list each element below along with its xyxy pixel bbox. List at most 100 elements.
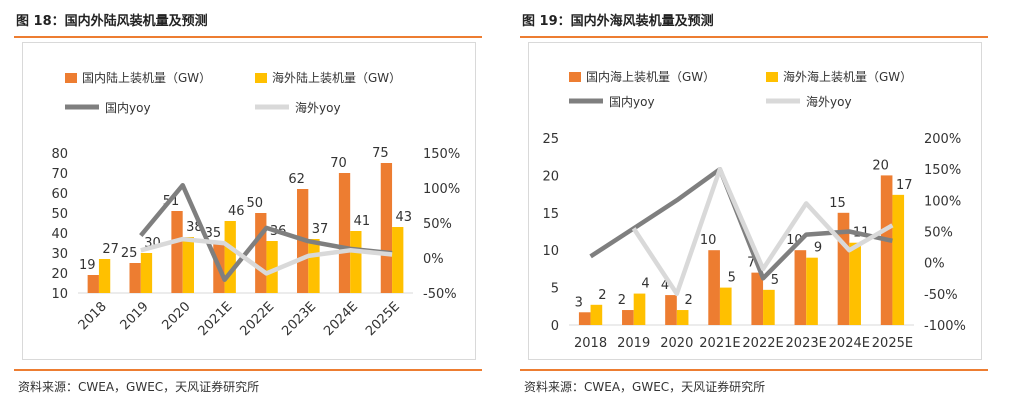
bar-data-label: 19 — [79, 258, 96, 273]
y-tick-label: 40 — [51, 227, 68, 242]
bar — [806, 257, 818, 325]
chart-panel-offshore: 图 19：国内外海风装机量及预测 国内海上装机量（GW） 海外海上装机量（GW） 国… — [520, 0, 990, 405]
x-tick-label: 2025E — [872, 336, 913, 351]
y-tick-label: 25 — [542, 132, 559, 147]
bar — [129, 263, 141, 293]
bar — [266, 241, 278, 293]
bar — [140, 253, 153, 293]
x-tick-label: 2022E — [742, 336, 783, 351]
bar — [338, 173, 351, 293]
y-tick-label: 0 — [551, 319, 559, 334]
legend-label: 海外陆上装机量（GW） — [272, 70, 401, 85]
bar — [676, 310, 689, 325]
y2-tick-label: 0% — [924, 257, 945, 272]
figure-title: 图 19：国内外海风装机量及预测 — [522, 14, 714, 29]
bar-data-label: 15 — [829, 196, 846, 211]
bar — [794, 250, 807, 325]
legend-label: 国内海上装机量（GW） — [586, 69, 715, 84]
source-note: 资料来源：CWEA，GWEC，天风证券研究所 — [524, 380, 766, 394]
y2-tick-label: 100% — [423, 182, 460, 197]
bar — [350, 231, 362, 293]
bar-data-label: 27 — [102, 242, 119, 257]
legend-label: 海外海上装机量（GW） — [783, 69, 912, 84]
legend-label: 国内yoy — [105, 101, 151, 115]
source-divider — [14, 369, 482, 371]
x-tick-label: 2019 — [118, 299, 152, 333]
legend-label: 海外yoy — [806, 94, 852, 109]
legend-label: 国内陆上装机量（GW） — [82, 70, 211, 85]
bar — [392, 227, 404, 293]
onshore-chart: 国内陆上装机量（GW） 海外陆上装机量（GW） 国内yoy 海外yoy 10 20 30 40… — [51, 70, 460, 339]
x-tick-label: 2018 — [76, 299, 110, 333]
bar-data-label: 4 — [641, 277, 649, 292]
chart-frame: 国内陆上装机量（GW） 海外陆上装机量（GW） 国内yoy 海外yoy 10 20 30 40… — [22, 42, 476, 360]
legend-swatch-bar — [255, 73, 267, 83]
bar — [837, 212, 850, 325]
bar — [87, 275, 99, 293]
y-tick-label: 5 — [551, 282, 559, 297]
x-tick-label: 2023E — [786, 336, 827, 351]
bar-data-label: 20 — [872, 158, 889, 173]
bar-data-label: 17 — [896, 178, 913, 193]
y-tick-label: 20 — [51, 267, 68, 282]
bar — [308, 239, 320, 293]
y-tick-label: 15 — [542, 207, 559, 222]
y2-tick-label: 150% — [423, 147, 460, 162]
title-divider — [520, 36, 988, 38]
legend-swatch-bar — [65, 73, 77, 83]
bar — [849, 242, 861, 325]
legend-label: 国内yoy — [609, 95, 655, 109]
x-tick-label: 2024E — [321, 299, 361, 339]
bar-data-label: 50 — [247, 196, 264, 211]
bar — [719, 287, 732, 325]
bar — [763, 289, 775, 325]
bar — [255, 213, 267, 293]
x-tick-label: 2018 — [574, 336, 607, 351]
x-tick-label: 2020 — [660, 336, 693, 351]
bar-data-label: 43 — [395, 210, 412, 225]
bar-data-label: 41 — [354, 214, 371, 229]
bar-data-label: 5 — [728, 271, 736, 286]
bar-data-label: 2 — [618, 293, 626, 308]
bar — [892, 194, 905, 325]
y2-tick-label: 0% — [423, 252, 444, 267]
bar — [708, 250, 720, 325]
legend-label: 海外yoy — [295, 100, 341, 115]
y2-tick-label: 50% — [423, 217, 452, 232]
bar-data-label: 70 — [330, 156, 347, 171]
bar — [622, 310, 634, 325]
chart-frame: 国内海上装机量（GW） 海外海上装机量（GW） 国内yoy 海外yoy 0 5 10 15 20… — [528, 42, 982, 360]
series-line — [631, 166, 894, 297]
bar — [751, 272, 764, 325]
bar — [590, 304, 603, 325]
y2-tick-label: 150% — [924, 163, 961, 178]
bar — [171, 211, 183, 293]
offshore-chart: 国内海上装机量（GW） 海外海上装机量（GW）国内yoy 海外yoy05101520… — [542, 69, 965, 351]
x-tick-label: 2023E — [279, 299, 319, 339]
bar-data-label: 10 — [700, 233, 717, 248]
bar-data-label: 46 — [228, 204, 245, 219]
bar — [98, 259, 111, 293]
legend-swatch-bar — [569, 72, 581, 82]
x-tick-label: 2021E — [699, 336, 740, 351]
y-tick-label: 60 — [51, 187, 68, 202]
bar — [633, 293, 646, 325]
y-tick-label: 20 — [542, 169, 559, 184]
x-tick-label: 2022E — [237, 299, 277, 339]
bar-data-label: 25 — [121, 246, 138, 261]
bar-data-label: 75 — [372, 146, 389, 161]
source-note: 资料来源：CWEA，GWEC，天风证券研究所 — [18, 380, 260, 394]
y-tick-label: 10 — [542, 244, 559, 259]
x-tick-label: 2024E — [829, 336, 870, 351]
bar-data-label: 62 — [288, 172, 305, 187]
figure-title: 图 18：国内外陆风装机量及预测 — [16, 14, 208, 29]
y-tick-label: 10 — [51, 287, 68, 302]
series-line — [140, 236, 393, 276]
bar — [880, 175, 893, 325]
x-tick-label: 2025E — [363, 299, 403, 339]
y2-tick-label: -50% — [423, 287, 457, 302]
legend-swatch-bar — [766, 72, 778, 82]
bar — [665, 295, 677, 325]
x-tick-label: 2021E — [196, 299, 236, 339]
bar — [578, 312, 591, 325]
